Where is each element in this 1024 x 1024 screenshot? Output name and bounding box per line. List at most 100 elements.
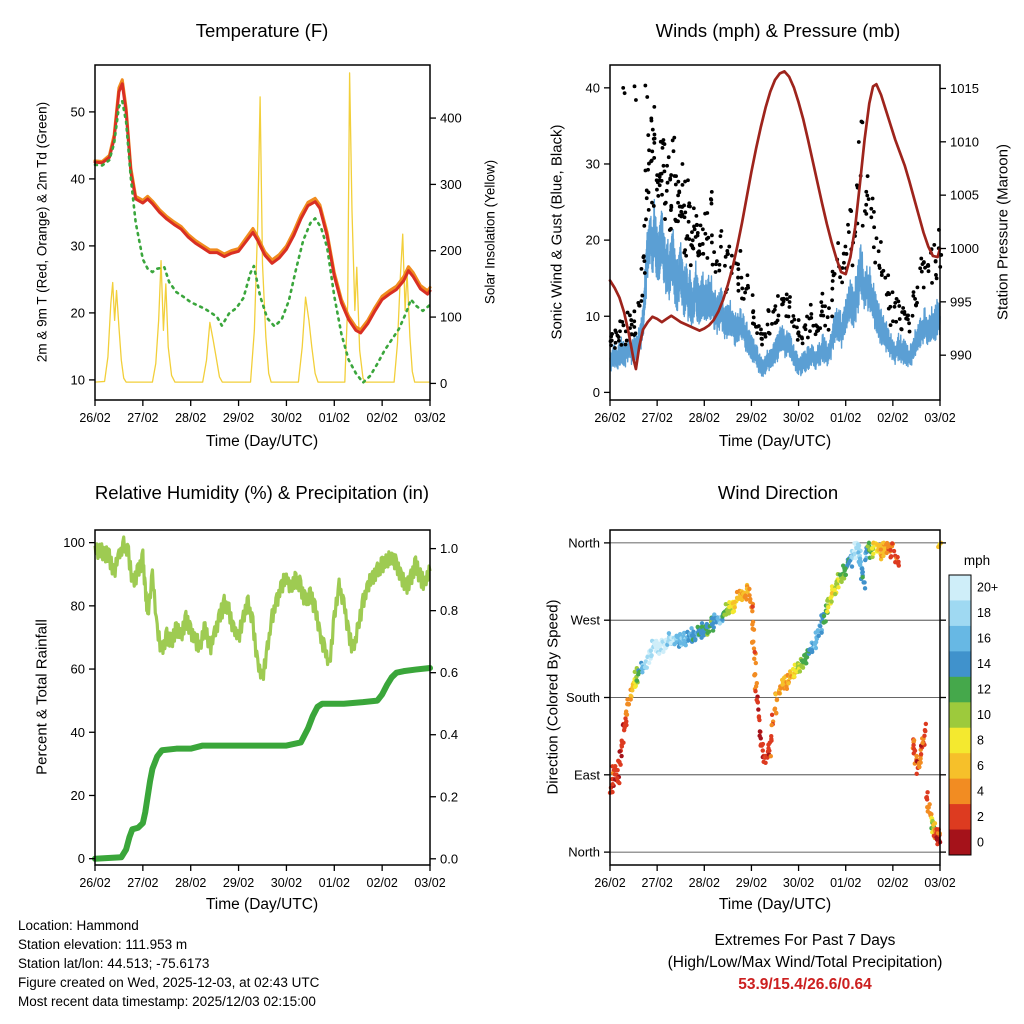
svg-text:10: 10 — [977, 708, 991, 722]
svg-text:03/02: 03/02 — [924, 876, 955, 890]
svg-text:300: 300 — [440, 177, 462, 192]
series-station-pressure-maroon — [608, 70, 942, 371]
temperature-left-axis-label: 2m & 9m T (Red, Orange) & 2m Td (Green) — [34, 101, 50, 363]
winds-pressure-chart-title: Winds (mph) & Pressure (mb) — [655, 20, 901, 41]
series-2m-dewpoint-green — [93, 99, 432, 384]
svg-text:0: 0 — [977, 835, 984, 849]
svg-text:29/02: 29/02 — [223, 411, 254, 425]
svg-text:mph: mph — [964, 553, 990, 568]
svg-text:14: 14 — [977, 657, 991, 671]
svg-text:6: 6 — [977, 759, 984, 773]
series-9m-temperature-orange — [93, 78, 432, 332]
svg-text:03/02: 03/02 — [414, 876, 445, 890]
svg-text:1010: 1010 — [950, 134, 979, 149]
series-sonic-wind-blue — [609, 198, 941, 378]
svg-text:0.8: 0.8 — [440, 603, 458, 618]
x-axis: 26/02 27/02 28/02 29/02 30/02 01/02 02/02 03/02 — [79, 400, 446, 425]
svg-text:40: 40 — [586, 80, 600, 95]
svg-text:0: 0 — [440, 376, 447, 391]
svg-text:01/02: 01/02 — [319, 411, 350, 425]
y-axis-right: 0 100 200 300 400 — [430, 111, 462, 391]
svg-text:1015: 1015 — [950, 81, 979, 96]
svg-text:02/02: 02/02 — [877, 876, 908, 890]
svg-text:27/02: 27/02 — [127, 876, 158, 890]
series-total-rainfall — [92, 665, 433, 862]
series-relative-humidity — [93, 535, 432, 681]
series-gust-outliers — [621, 83, 657, 109]
winds-left-axis-label: Sonic Wind & Gust (Blue, Black) — [548, 124, 566, 340]
temperature-chart: 26/02 27/02 28/02 29/02 30/02 01/02 02/02 03/02… — [71, 64, 462, 425]
svg-text:28/02: 28/02 — [175, 411, 206, 425]
svg-text:10: 10 — [586, 309, 600, 324]
svg-text:03/02: 03/02 — [924, 411, 955, 425]
wind-direction-chart-title: Wind Direction — [717, 482, 839, 503]
svg-text:40: 40 — [71, 725, 85, 740]
extremes-title: Extremes For Past 7 Days — [714, 932, 896, 949]
x-axis: 26/02 27/02 28/02 29/02 30/02 01/02 02/02 03/02 — [79, 865, 446, 890]
svg-text:28/02: 28/02 — [175, 876, 206, 890]
svg-text:20: 20 — [71, 788, 85, 803]
svg-text:16: 16 — [977, 632, 991, 646]
svg-text:400: 400 — [440, 111, 462, 126]
humidity-x-axis-label: Time (Day/UTC) — [205, 896, 319, 913]
extremes-block: Extremes For Past 7 Days (High/Low/Max W… — [640, 930, 970, 996]
svg-text:0.2: 0.2 — [440, 789, 458, 804]
y-axis-left: 0 20 40 60 80 100 — [63, 535, 95, 866]
svg-text:28/02: 28/02 — [689, 411, 720, 425]
svg-text:1.0: 1.0 — [440, 541, 458, 556]
svg-text:80: 80 — [71, 598, 85, 613]
svg-text:27/02: 27/02 — [642, 411, 673, 425]
svg-text:20: 20 — [71, 305, 85, 320]
svg-text:50: 50 — [71, 104, 85, 119]
svg-text:30/02: 30/02 — [783, 876, 814, 890]
svg-text:03/02: 03/02 — [414, 411, 445, 425]
svg-text:29/02: 29/02 — [223, 876, 254, 890]
station-location: Location: Hammond — [18, 918, 139, 933]
svg-text:0: 0 — [78, 851, 85, 866]
svg-text:01/02: 01/02 — [319, 876, 350, 890]
x-axis: 26/02 27/02 28/02 29/02 30/02 01/02 02/02 03/02 — [594, 865, 956, 890]
temperature-right-axis-label: Solar Insolation (Yellow) — [482, 159, 498, 305]
plot-frame — [94, 64, 431, 401]
svg-text:0.0: 0.0 — [440, 851, 458, 866]
temperature-x-axis-label: Time (Day/UTC) — [205, 433, 319, 450]
svg-text:01/02: 01/02 — [830, 876, 861, 890]
svg-text:1000: 1000 — [950, 241, 979, 256]
svg-text:0: 0 — [593, 385, 600, 400]
svg-text:26/02: 26/02 — [79, 411, 110, 425]
series-solar-insolation — [94, 72, 431, 383]
wind-direction-x-axis-label: Time (Day/UTC) — [718, 896, 832, 913]
wind-direction-points — [607, 540, 944, 847]
svg-text:2: 2 — [977, 810, 984, 824]
svg-text:26/02: 26/02 — [79, 876, 110, 890]
station-elevation: Station elevation: 111.953 m — [18, 937, 188, 952]
svg-text:8: 8 — [977, 733, 984, 747]
y-axis-left: North West South East North — [566, 535, 610, 860]
winds-x-axis-label: Time (Day/UTC) — [718, 433, 832, 450]
svg-text:02/02: 02/02 — [367, 411, 398, 425]
y-axis-right: 0.0 0.2 0.4 0.6 0.8 1.0 — [430, 541, 458, 866]
svg-text:20: 20 — [586, 233, 600, 248]
svg-text:30/02: 30/02 — [271, 876, 302, 890]
svg-text:4: 4 — [977, 784, 984, 798]
station-info-block: Location: Hammond Station elevation: 111… — [18, 916, 319, 1011]
extremes-values: 53.9/15.4/26.6/0.64 — [738, 976, 872, 993]
svg-text:990: 990 — [950, 348, 972, 363]
plot-frame — [94, 529, 431, 866]
series-2m-temperature-red — [93, 82, 432, 335]
station-latlon: Station lat/lon: 44.513; -75.6173 — [18, 956, 210, 971]
svg-text:29/02: 29/02 — [736, 411, 767, 425]
svg-text:02/02: 02/02 — [877, 411, 908, 425]
svg-text:12: 12 — [977, 683, 991, 697]
y-axis-left: 10 20 30 40 50 — [71, 104, 95, 387]
svg-text:100: 100 — [63, 535, 85, 550]
svg-text:30: 30 — [71, 238, 85, 253]
svg-text:10: 10 — [71, 372, 85, 387]
humidity-left-axis-label: Percent & Total Rainfall — [33, 619, 51, 775]
y-axis-right: 990 995 1000 1005 1010 1015 — [940, 81, 979, 363]
y-axis-left: 0 10 20 30 40 — [586, 80, 610, 400]
wind-direction-chart: 26/02 27/02 28/02 29/02 30/02 01/02 02/02 03/02… — [566, 529, 998, 890]
svg-text:North: North — [568, 535, 600, 550]
svg-text:18: 18 — [977, 606, 991, 620]
